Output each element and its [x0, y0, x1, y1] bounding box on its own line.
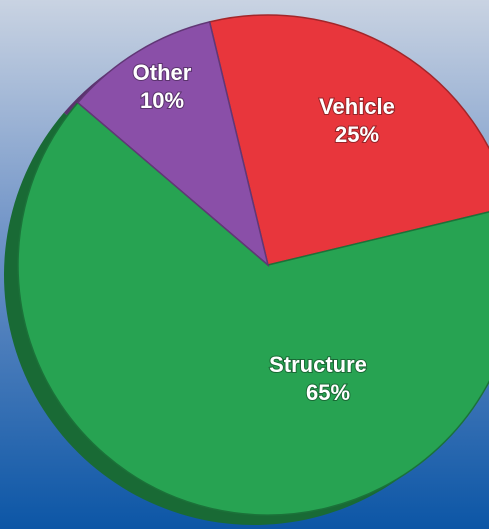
- slice-value-label: 65%: [306, 380, 350, 405]
- slice: [208, 14, 489, 266]
- pie: [17, 14, 489, 516]
- slice-label: Structure: [269, 352, 367, 377]
- slice-label: Other: [133, 60, 192, 85]
- slice: [17, 101, 489, 516]
- slice-label: Vehicle: [319, 94, 395, 119]
- slice-value-label: 10%: [140, 88, 184, 113]
- labels: Vehicle 25% Structure 65% Other 10%: [132, 59, 396, 406]
- slice: [76, 21, 270, 268]
- slice-value-label: 25%: [335, 122, 379, 147]
